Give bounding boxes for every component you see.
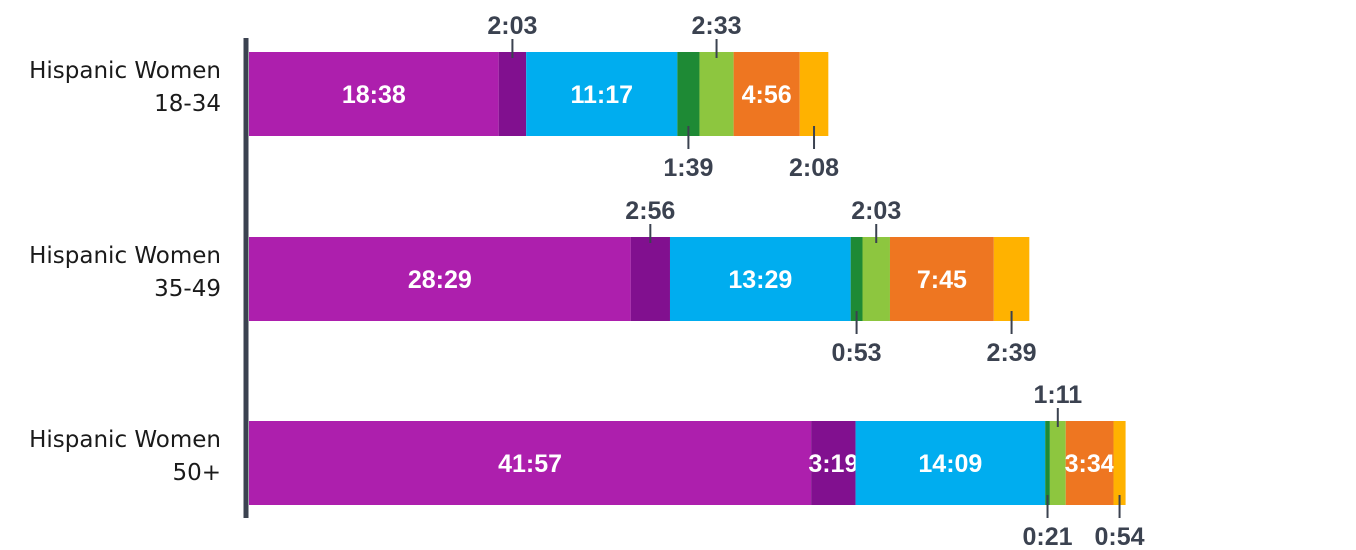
category-label: 35-49 [154,276,221,302]
data-label: 7:45 [917,266,967,294]
bar-segment [677,52,700,136]
bar-segment [799,52,829,136]
data-label: 2:08 [789,154,839,182]
data-label: 2:33 [692,12,742,40]
bar-segment [855,421,1046,505]
bar-segment [498,52,527,136]
category-label: 18-34 [154,91,221,117]
bar-segment [1065,421,1114,505]
bar-segment [811,421,856,505]
bar-segment [630,237,670,321]
data-label: 1:11 [1033,381,1082,409]
bar-segment [249,237,631,321]
data-label: 13:29 [728,266,792,294]
bar-segment [1113,421,1126,505]
bar-segment [889,237,994,321]
category-label: 50+ [172,460,221,486]
bar-segment [1049,421,1066,505]
bar-segment [526,52,678,136]
bar-segment [669,237,851,321]
bar-row: 41:57 3:19 14:09 0:21 1:11 3:34 0:54 [249,381,1145,550]
bar-segment [699,52,734,136]
data-label: 18:38 [342,81,406,109]
data-label: 2:03 [487,12,537,40]
data-label: 0:54 [1095,523,1145,550]
data-label: 41:57 [498,450,562,478]
data-label: 14:09 [918,450,982,478]
data-label: 3:19 [808,450,858,478]
bar-segment [850,237,863,321]
category-label: Hispanic Women [29,243,221,269]
bar-segment [862,237,890,321]
bar-row: 28:29 2:56 13:29 0:53 2:03 7:45 2:39 [249,197,1037,367]
bar-rows: 18:38 2:03 11:17 1:39 2:33 4:56 2:08 28:29 2:56 1… [249,12,1145,550]
data-label: 0:53 [832,339,882,367]
bar-segment [249,421,812,505]
bar-segment [1045,421,1050,505]
data-label: 1:39 [663,154,713,182]
bar-row: 18:38 2:03 11:17 1:39 2:33 4:56 2:08 [249,12,839,182]
data-label: 2:56 [625,197,675,225]
data-label: 11:17 [570,81,633,109]
data-label: 3:34 [1065,450,1115,478]
category-label: Hispanic Women [29,427,221,453]
data-label: 0:21 [1023,523,1073,550]
data-label: 28:29 [408,266,472,294]
data-label: 4:56 [742,81,792,109]
category-label: Hispanic Women [29,58,221,84]
bar-segment [249,52,499,136]
data-label: 2:39 [987,339,1037,367]
data-label: 2:03 [851,197,901,225]
bar-segment [993,237,1030,321]
category-labels: Hispanic Women 18-34 Hispanic Women 35-49 Hi… [29,58,221,486]
bar-segment [733,52,800,136]
